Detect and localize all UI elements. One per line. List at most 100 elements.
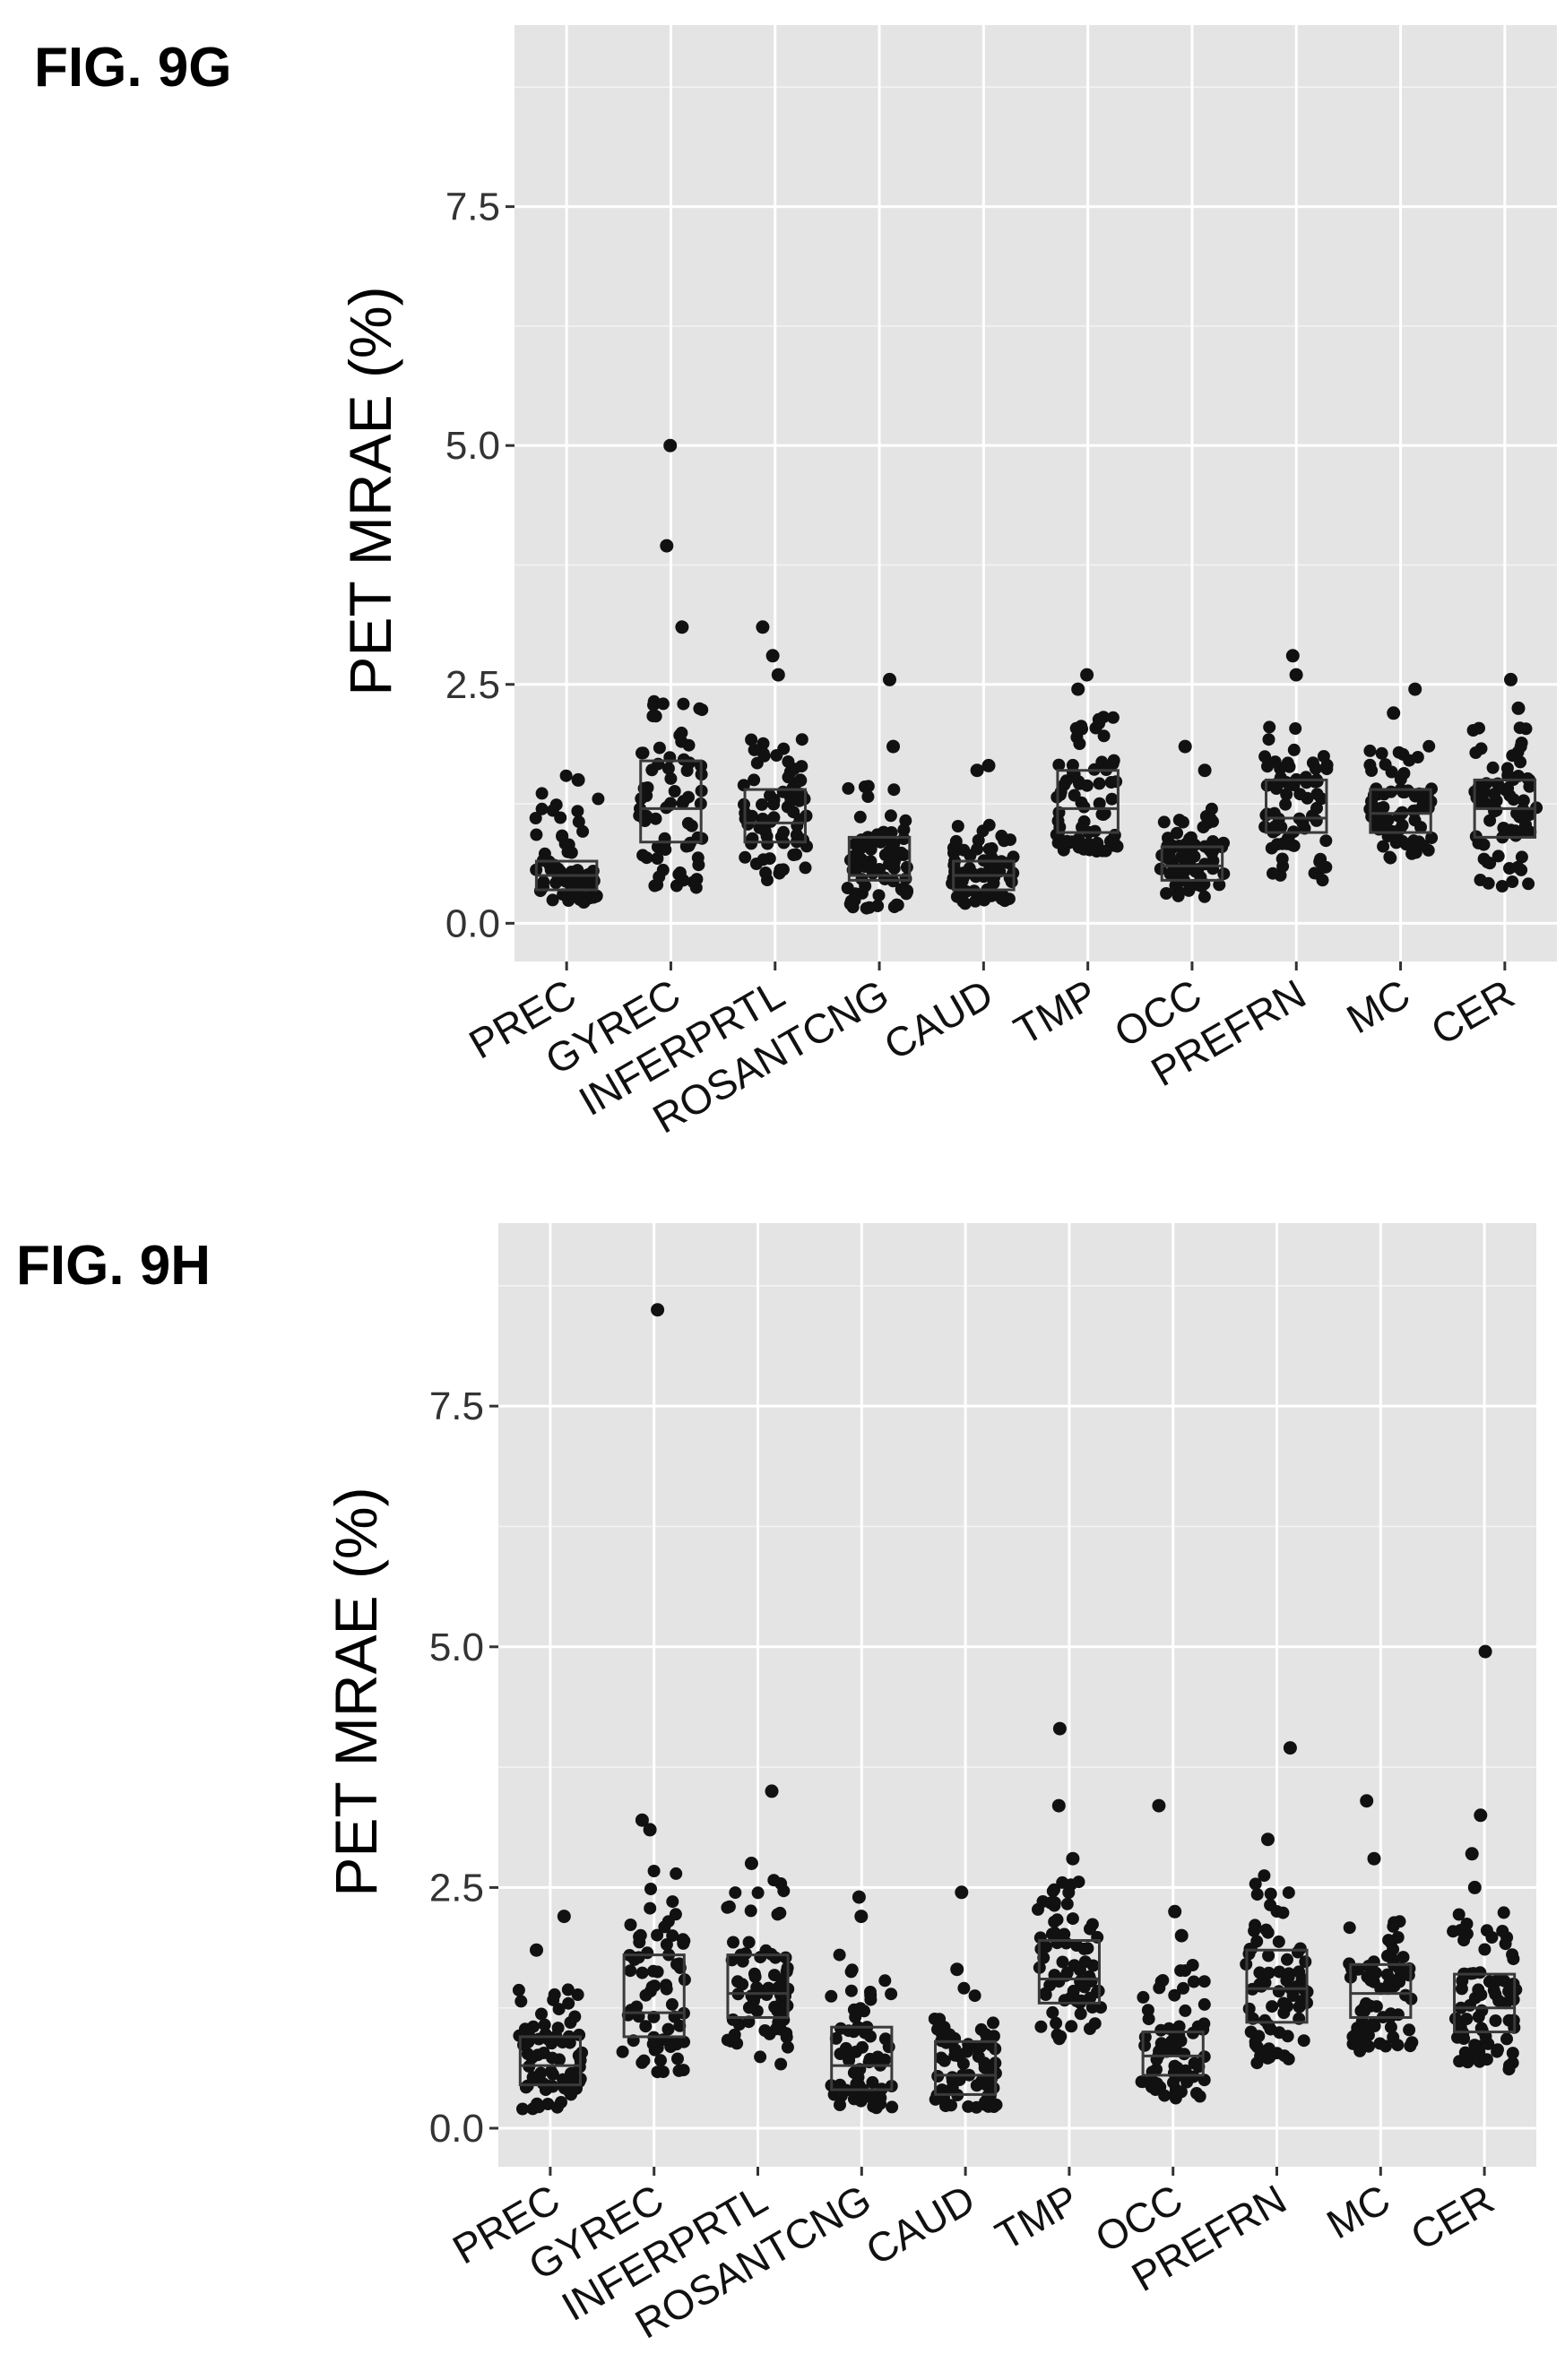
data-point	[1259, 1923, 1273, 1936]
data-point	[1084, 1922, 1096, 1936]
data-point	[627, 1953, 641, 1966]
data-point	[1268, 755, 1282, 769]
data-point	[1065, 2020, 1078, 2033]
data-point	[1093, 777, 1106, 790]
outlier-point	[886, 739, 900, 754]
data-point	[633, 1936, 646, 1949]
data-point	[1488, 788, 1501, 801]
data-point	[1249, 1919, 1262, 1932]
data-point	[1379, 2039, 1392, 2053]
data-point	[1105, 792, 1119, 806]
data-point	[1280, 788, 1293, 801]
outlier-point	[765, 649, 780, 663]
data-point	[1272, 1985, 1285, 1998]
data-point	[557, 888, 570, 901]
box-mc	[1349, 1962, 1413, 2019]
data-point	[1273, 2026, 1286, 2039]
data-point	[745, 733, 758, 746]
data-point	[1264, 1898, 1277, 1911]
data-point	[938, 2054, 951, 2067]
box-gyrec	[622, 1953, 686, 2039]
outlier-point	[1174, 1928, 1189, 1943]
data-point	[1297, 2034, 1310, 2048]
data-point	[1293, 788, 1307, 801]
data-point	[1489, 2014, 1502, 2027]
data-point	[672, 1957, 686, 1970]
data-point	[1088, 2017, 1102, 2031]
data-point	[945, 2099, 957, 2112]
data-point	[1176, 815, 1189, 829]
data-point	[1272, 1935, 1285, 1948]
data-point	[1177, 1981, 1189, 1995]
figure-label-9g: FIG. 9G	[34, 37, 231, 99]
outlier-point	[852, 1890, 866, 1904]
data-point	[1506, 2047, 1519, 2060]
data-point	[1252, 2030, 1266, 2043]
data-point	[1262, 1949, 1275, 1962]
data-point	[945, 2082, 958, 2096]
data-point	[1478, 1943, 1492, 1956]
data-point	[1483, 857, 1497, 870]
data-point	[1187, 2070, 1200, 2083]
data-point	[842, 781, 855, 795]
data-point	[1296, 816, 1310, 830]
outlier-point	[854, 1910, 869, 1924]
data-point	[1169, 2087, 1182, 2100]
data-point	[987, 2100, 1000, 2113]
data-point	[784, 794, 798, 807]
data-point	[1422, 739, 1436, 753]
data-point	[647, 1865, 661, 1877]
data-point	[648, 1979, 661, 1993]
data-point	[1506, 749, 1519, 763]
data-point	[1379, 758, 1392, 772]
data-point	[884, 809, 897, 823]
data-point	[933, 2013, 947, 2026]
data-point	[616, 2045, 629, 2058]
data-point	[895, 846, 908, 859]
data-point	[1262, 1966, 1275, 1979]
data-point	[1072, 832, 1085, 846]
data-point	[1048, 1896, 1061, 1910]
data-point	[856, 2040, 869, 2054]
data-point	[544, 2065, 558, 2078]
data-point	[1192, 878, 1206, 892]
data-point	[590, 889, 603, 902]
data-point	[1190, 2087, 1203, 2100]
box-occ	[1141, 2031, 1205, 2077]
data-point	[541, 2098, 555, 2110]
data-point	[1198, 1975, 1211, 1988]
data-point	[658, 1920, 671, 1934]
data-point	[751, 1886, 765, 1900]
data-point	[651, 1928, 664, 1942]
data-point	[980, 2028, 993, 2041]
data-point	[656, 697, 670, 711]
data-point	[1394, 772, 1407, 786]
data-point	[1093, 717, 1106, 730]
data-point	[1282, 1886, 1295, 1900]
y-tick-label: 7.5	[445, 185, 500, 229]
data-point	[951, 820, 964, 832]
data-point	[1362, 2039, 1375, 2053]
box-tmp	[1056, 769, 1120, 834]
data-point	[739, 850, 752, 864]
data-point	[1178, 2048, 1191, 2061]
data-point	[861, 790, 875, 804]
data-point	[998, 834, 1011, 848]
data-point	[1274, 771, 1287, 784]
data-point	[1506, 1948, 1519, 1962]
data-point	[1072, 1876, 1085, 1889]
data-point	[1486, 761, 1500, 774]
data-point	[538, 2018, 551, 2031]
data-point	[878, 1974, 892, 1988]
data-point	[1387, 1919, 1400, 1933]
data-point	[644, 1901, 657, 1915]
data-point	[858, 2026, 871, 2039]
data-point	[1204, 813, 1217, 826]
data-point	[1293, 1965, 1306, 1979]
data-point	[1074, 2007, 1087, 2021]
data-point	[677, 697, 690, 711]
data-point	[1317, 750, 1330, 763]
outlier-point	[1289, 668, 1303, 682]
outlier-point	[1367, 1851, 1381, 1866]
data-point	[1262, 2042, 1275, 2056]
